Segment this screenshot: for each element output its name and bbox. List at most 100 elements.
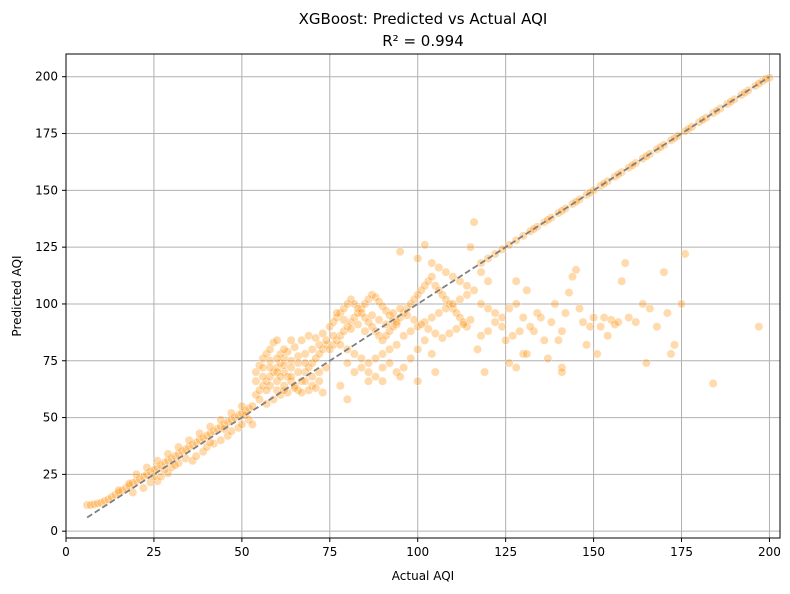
data-point bbox=[314, 349, 324, 359]
data-point bbox=[476, 331, 486, 341]
data-point bbox=[575, 304, 584, 313]
data-point bbox=[617, 276, 627, 286]
data-point bbox=[262, 385, 271, 395]
data-point bbox=[388, 322, 398, 332]
data-point bbox=[638, 299, 648, 309]
data-point bbox=[328, 340, 338, 350]
data-point bbox=[543, 354, 553, 363]
data-point bbox=[286, 363, 296, 372]
data-point bbox=[314, 367, 324, 377]
data-point bbox=[381, 331, 391, 341]
data-point bbox=[444, 299, 454, 309]
data-point bbox=[339, 304, 349, 313]
data-point bbox=[346, 295, 356, 304]
data-point bbox=[286, 356, 296, 366]
data-point bbox=[300, 376, 310, 386]
data-point bbox=[582, 340, 591, 350]
data-point bbox=[202, 442, 212, 452]
data-point bbox=[198, 447, 208, 457]
data-point bbox=[325, 322, 335, 332]
data-point bbox=[293, 358, 303, 368]
data-point bbox=[216, 422, 226, 432]
data-point bbox=[307, 381, 317, 391]
data-point bbox=[754, 322, 764, 332]
data-point bbox=[462, 281, 472, 291]
data-point bbox=[346, 317, 356, 327]
data-point bbox=[328, 331, 338, 341]
data-point bbox=[515, 326, 525, 336]
x-tick-label: 175 bbox=[670, 545, 693, 559]
data-point bbox=[483, 304, 493, 313]
data-point bbox=[476, 267, 486, 277]
data-point bbox=[497, 322, 507, 332]
data-point bbox=[420, 240, 430, 250]
data-point bbox=[539, 335, 549, 345]
data-point bbox=[146, 477, 155, 487]
data-point bbox=[554, 335, 563, 345]
data-point bbox=[406, 299, 416, 309]
plot-frame bbox=[65, 53, 781, 539]
data-point bbox=[367, 290, 377, 300]
data-point bbox=[283, 372, 292, 382]
data-point bbox=[346, 324, 356, 334]
data-point bbox=[550, 299, 560, 309]
reference-line-group bbox=[86, 75, 770, 519]
data-point bbox=[307, 344, 317, 354]
data-point bbox=[708, 379, 718, 388]
chart-title: XGBoost: Predicted vs Actual AQI bbox=[299, 10, 548, 28]
data-point bbox=[392, 367, 402, 377]
data-point bbox=[269, 367, 278, 377]
data-point bbox=[420, 335, 430, 345]
data-point bbox=[293, 351, 303, 361]
data-point bbox=[191, 451, 201, 461]
data-point bbox=[441, 295, 451, 304]
data-point bbox=[497, 313, 507, 322]
data-point bbox=[262, 376, 271, 386]
data-point bbox=[395, 304, 405, 313]
data-point bbox=[645, 304, 655, 313]
data-point bbox=[557, 326, 567, 336]
data-point bbox=[279, 360, 289, 370]
data-point bbox=[659, 267, 669, 277]
data-point bbox=[251, 390, 261, 400]
y-tick-label: 150 bbox=[35, 183, 58, 197]
data-point bbox=[469, 217, 479, 227]
data-point bbox=[423, 324, 433, 334]
data-point bbox=[511, 276, 521, 286]
data-point bbox=[374, 315, 384, 325]
data-point bbox=[670, 340, 679, 350]
data-point bbox=[620, 258, 630, 268]
data-point bbox=[613, 317, 623, 327]
data-point bbox=[406, 354, 416, 363]
x-tick-label: 25 bbox=[146, 545, 161, 559]
data-point bbox=[290, 381, 300, 391]
data-point bbox=[342, 394, 352, 404]
data-point bbox=[596, 322, 606, 332]
data-point bbox=[307, 372, 317, 382]
data-point bbox=[82, 500, 92, 510]
data-point bbox=[293, 367, 303, 377]
data-point bbox=[430, 367, 440, 377]
data-point bbox=[437, 333, 447, 343]
data-point bbox=[138, 483, 148, 493]
data-point bbox=[184, 435, 194, 445]
data-point bbox=[522, 285, 532, 295]
data-point bbox=[304, 363, 314, 372]
data-point bbox=[518, 349, 528, 359]
data-point bbox=[374, 297, 384, 307]
data-point bbox=[226, 408, 236, 418]
data-point bbox=[332, 335, 342, 345]
data-point bbox=[631, 317, 641, 327]
data-point bbox=[448, 304, 458, 313]
data-point bbox=[434, 263, 444, 272]
data-point bbox=[311, 333, 321, 343]
data-point bbox=[311, 383, 321, 393]
data-point bbox=[610, 320, 620, 329]
data-point bbox=[371, 292, 380, 302]
data-point bbox=[335, 331, 345, 341]
data-point bbox=[416, 320, 426, 329]
data-point bbox=[195, 429, 205, 438]
data-point bbox=[300, 358, 310, 368]
data-point bbox=[469, 285, 479, 295]
data-point bbox=[142, 463, 152, 472]
